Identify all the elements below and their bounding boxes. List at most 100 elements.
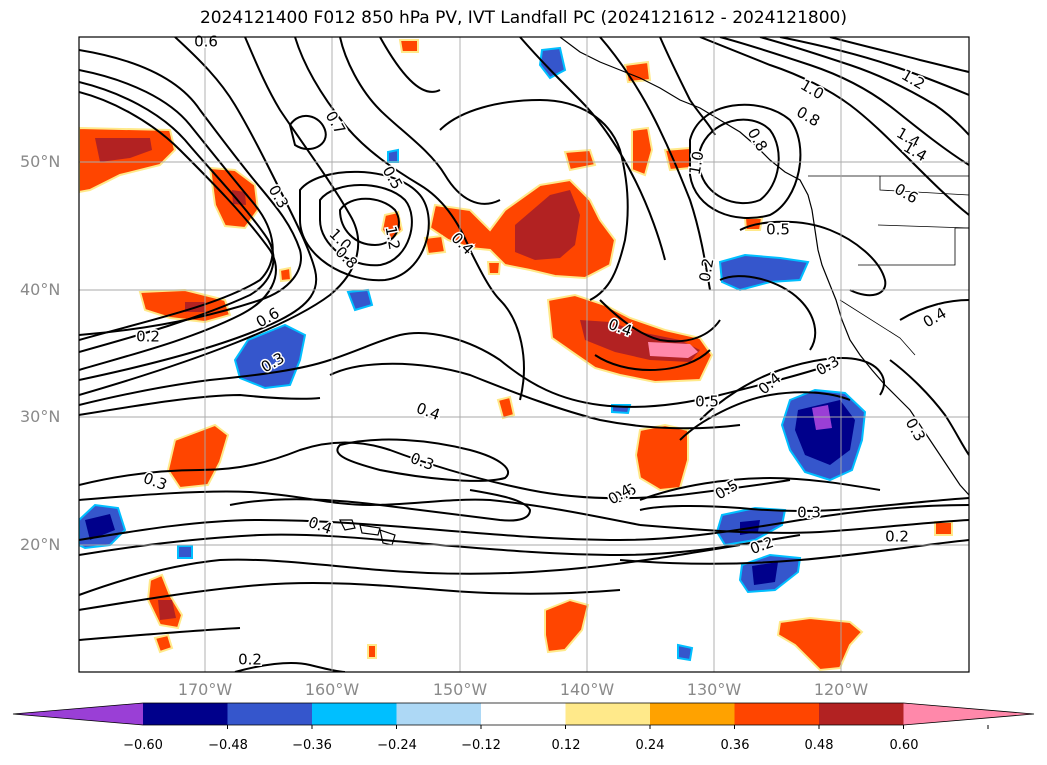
lon-label-160w: 160°W	[304, 680, 360, 699]
lat-label-40n: 40°N	[20, 280, 61, 299]
pv-contour	[234, 662, 346, 672]
shade-blob	[423, 234, 447, 256]
colorbar-extend-max	[903, 703, 1034, 725]
border-state	[839, 299, 916, 356]
coastline-alaska	[559, 37, 969, 496]
pv-contour	[336, 438, 509, 482]
lon-label-140w: 140°W	[559, 680, 615, 699]
shade-blob	[496, 395, 516, 420]
pv-contour	[288, 115, 327, 150]
pv-contour	[379, 37, 441, 93]
border-state	[877, 224, 969, 229]
shade-core	[795, 400, 855, 465]
pv-contour	[639, 497, 969, 512]
colorbar-segment	[734, 703, 820, 725]
colorbar-segment	[481, 703, 566, 725]
shade-blob	[166, 423, 230, 490]
shade-core	[158, 600, 176, 620]
pv-contour	[79, 332, 831, 408]
pv-contour	[659, 37, 716, 136]
shade-blob	[538, 46, 567, 80]
shade-blob	[367, 644, 377, 659]
lat-label-20n: 20°N	[20, 535, 61, 554]
lat-label-50n: 50°N	[20, 152, 61, 171]
pv-contour	[599, 37, 711, 291]
lon-label-130w: 130°W	[686, 680, 742, 699]
contour-label: 0.3	[797, 504, 821, 522]
colorbar-tick-label: −0.36	[292, 738, 332, 753]
shade-core	[95, 138, 152, 162]
colorbar-segment	[143, 703, 228, 725]
colorbar	[12, 702, 1035, 729]
pv-contour	[79, 490, 641, 526]
pv-contour	[719, 37, 969, 166]
shade-core	[515, 190, 580, 260]
colorbar-tick-label: −0.12	[461, 738, 501, 753]
map-frame	[78, 36, 970, 673]
colorbar-tick-label: −0.24	[377, 738, 417, 753]
pv-contour	[329, 362, 741, 430]
shade-core	[648, 342, 698, 358]
shade-blob	[623, 60, 652, 84]
pv-contour	[339, 37, 501, 205]
pv-contour	[79, 504, 969, 542]
shade-blob	[177, 545, 193, 559]
border-state	[858, 228, 956, 266]
lon-label-150w: 150°W	[432, 680, 488, 699]
pv-contour	[689, 103, 802, 220]
pv-contour	[599, 299, 721, 343]
pv-contour	[679, 391, 851, 441]
colorbar-tick-label: 0.60	[889, 738, 919, 753]
pv-contour	[79, 627, 241, 641]
colorbar-tick-label: 0.24	[635, 738, 665, 753]
colorbar-segment	[312, 703, 397, 725]
pv-contour	[299, 170, 430, 282]
border-state	[879, 176, 969, 196]
pv-contour	[79, 49, 302, 336]
pv-contour	[759, 37, 969, 136]
shade-blob	[634, 423, 689, 492]
pv-contour	[699, 357, 885, 421]
colorbar-tick-label: 0.12	[551, 738, 581, 753]
pv-contour	[519, 37, 666, 261]
pv-contour	[699, 118, 780, 205]
contour-label: 0.5	[766, 221, 790, 239]
shade-blob	[278, 266, 293, 283]
colorbar-tick-label: 0.48	[804, 738, 834, 753]
contour-label: 0.2	[238, 651, 262, 669]
shade-blob	[563, 148, 597, 172]
pv-contour	[79, 393, 321, 416]
shade-core	[232, 190, 246, 205]
colorbar-tick-label: −0.60	[123, 738, 163, 753]
pv-contour	[79, 441, 791, 500]
pv-contour	[619, 539, 969, 565]
pv-contour	[699, 37, 969, 216]
pv-contour	[338, 197, 400, 247]
pv-contour	[889, 359, 969, 456]
shade-blob	[153, 633, 174, 654]
pv-contour	[79, 91, 277, 371]
pv-contour	[439, 98, 629, 301]
pv-contour	[79, 37, 360, 396]
lon-label-120w: 120°W	[813, 680, 869, 699]
shade-blob	[718, 253, 810, 292]
colorbar-outline	[12, 702, 1035, 726]
negative-core-shading	[85, 400, 855, 585]
pv-contour	[79, 544, 741, 596]
pv-contour	[79, 69, 274, 341]
shade-core	[752, 562, 778, 585]
colorbar-segment	[650, 703, 735, 725]
political-borders	[808, 175, 969, 356]
shade-blob	[387, 148, 399, 163]
pv-contour	[639, 519, 969, 534]
pv-contour	[829, 37, 969, 73]
shade-blob	[631, 126, 654, 177]
shade-core	[85, 514, 115, 540]
pv-contour	[79, 581, 621, 611]
colorbar-segment	[227, 703, 313, 725]
contour-label: 0.2	[885, 528, 909, 546]
contour-label: 0.6	[194, 33, 218, 51]
colorbar-extend-min	[13, 703, 143, 725]
shade-blob	[544, 598, 590, 654]
